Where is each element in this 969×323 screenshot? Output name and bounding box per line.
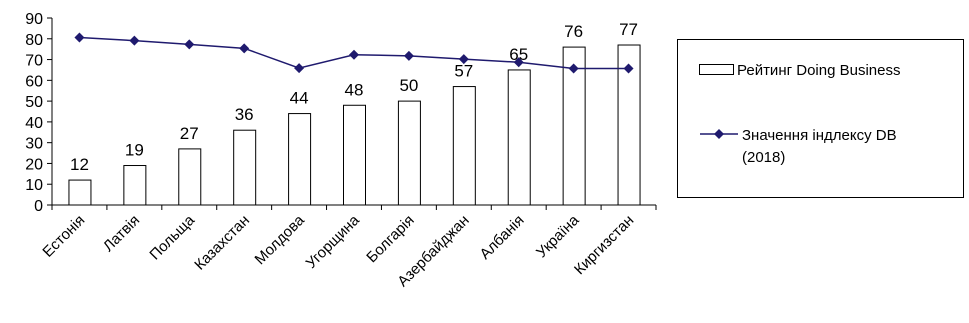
bar-data-label: 27 (180, 124, 199, 143)
legend-line-label-2: (2018) (742, 149, 785, 166)
legend-bar-swatch (699, 64, 734, 75)
bar-data-label: 19 (125, 141, 144, 160)
bar-data-label: 12 (70, 155, 89, 174)
y-tick-label: 30 (25, 136, 43, 153)
line-point (568, 63, 579, 74)
bar-data-label: 50 (399, 76, 418, 95)
y-tick-label: 60 (25, 73, 43, 90)
x-tick-label: Польща (146, 211, 198, 263)
line-point (513, 57, 524, 68)
bar (233, 129, 257, 206)
bar-data-label: 77 (619, 20, 638, 39)
bar-data-label: 65 (509, 45, 528, 64)
y-tick-label: 50 (25, 94, 43, 111)
legend-line-label-1: Значення індлексу DB (742, 127, 897, 144)
legend-line-marker (714, 129, 724, 139)
y-tick-label: 20 (25, 156, 43, 173)
y-tick-label: 10 (25, 177, 43, 194)
bar (397, 100, 421, 206)
y-tick-label: 40 (25, 115, 43, 132)
bar (68, 179, 92, 206)
x-tick-label: Молдова (252, 211, 309, 268)
x-tick-label: Киргизстан (571, 212, 637, 278)
y-tick-label: 0 (34, 198, 43, 215)
line-point (349, 49, 359, 60)
x-axis: Естонія Латвія ПольщаКазахстанМолдоваУгорщ… (39, 204, 657, 290)
x-tick-label: Болгарія (363, 212, 417, 266)
line-point (184, 39, 195, 50)
x-tick-label: Угорщина (303, 211, 364, 272)
line-point (74, 32, 85, 43)
line-point (239, 43, 250, 54)
bar (178, 148, 202, 206)
x-tick-label: Естонія (39, 212, 88, 261)
line-point (129, 35, 140, 46)
y-tick-label: 70 (25, 53, 43, 70)
line-point (458, 54, 469, 65)
y-tick-label: 80 (25, 32, 43, 49)
bar (562, 46, 586, 206)
legend-bar-label: Рейтинг Doing Business (737, 62, 900, 79)
bar-data-label: 76 (564, 22, 583, 41)
x-tick-label: Албанія (477, 212, 528, 263)
x-tick-label: Латвія (100, 212, 143, 255)
bar (123, 165, 147, 206)
bar-data-label: 48 (345, 80, 364, 99)
line-point (294, 63, 305, 74)
bar (288, 113, 312, 206)
bar (507, 69, 531, 206)
bar (343, 104, 366, 206)
y-axis: 0 10 20 30 40 50 60 70 80 90 (25, 11, 53, 215)
bar-data-label: 44 (290, 89, 309, 108)
x-tick-label: Казахстан (191, 212, 253, 274)
data-labels: 12 19 27 36 44 48 50 57 65 76 77 (70, 20, 638, 174)
x-tick-label: Україна (533, 211, 583, 261)
line-point (403, 50, 414, 61)
y-tick-label: 90 (25, 11, 43, 28)
bar (617, 44, 641, 206)
legend: Рейтинг Doing Business Значення індлексу… (677, 39, 964, 198)
line-point (623, 63, 634, 74)
bar (452, 86, 476, 206)
bar-data-label: 57 (454, 62, 473, 81)
bar-data-label: 36 (235, 105, 254, 124)
bar-series (68, 44, 641, 206)
line-series (74, 32, 634, 74)
